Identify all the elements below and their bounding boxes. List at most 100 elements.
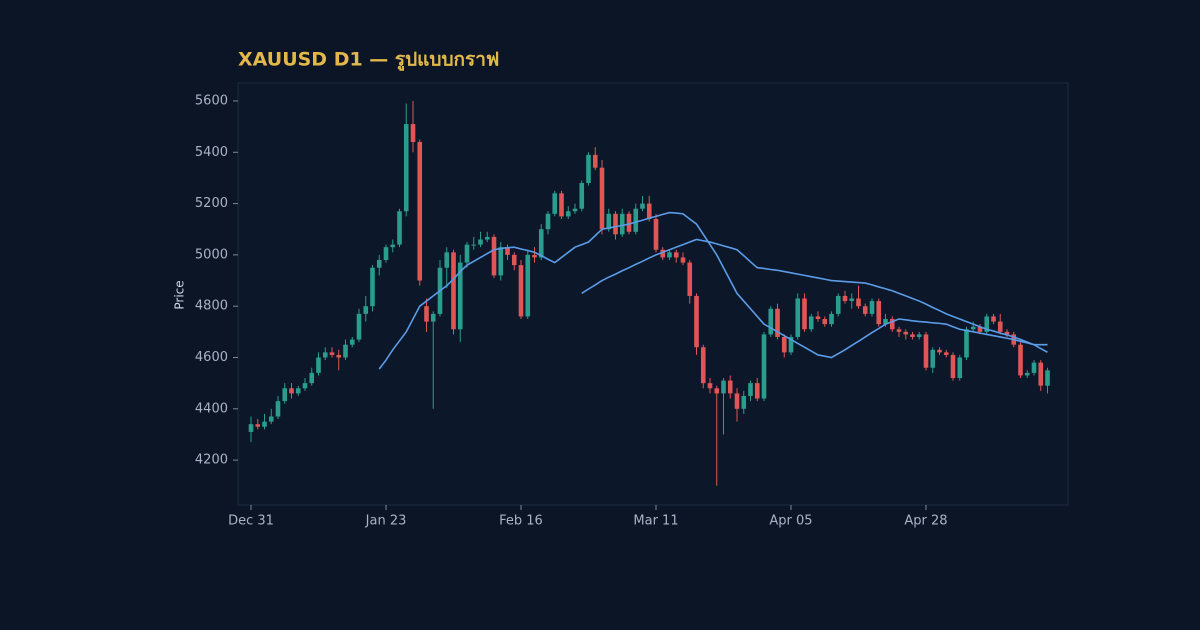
candle-body bbox=[397, 211, 402, 245]
candle-body bbox=[390, 244, 396, 248]
candle-body bbox=[457, 262, 463, 330]
candle-body bbox=[248, 424, 254, 432]
candle-body bbox=[903, 331, 909, 335]
candle-body bbox=[1024, 372, 1030, 376]
x-tick-label: Apr 05 bbox=[769, 514, 812, 529]
candle-body bbox=[376, 260, 382, 268]
y-tick-label: 5200 bbox=[195, 196, 228, 211]
candle-body bbox=[748, 383, 753, 396]
candle-body bbox=[842, 295, 848, 302]
candle-body bbox=[356, 313, 362, 340]
candle-body bbox=[309, 372, 315, 384]
candle-body bbox=[923, 334, 929, 368]
moving-average-line bbox=[581, 238, 1048, 354]
candle-body bbox=[950, 354, 956, 379]
y-tick-label: 4200 bbox=[195, 453, 228, 468]
candle-body bbox=[619, 213, 625, 235]
candle-body bbox=[997, 321, 1003, 332]
candle-body bbox=[788, 336, 794, 353]
candle-body bbox=[484, 236, 490, 240]
candle-body bbox=[363, 306, 369, 314]
candle-body bbox=[559, 193, 564, 217]
x-tick-label: Mar 11 bbox=[633, 514, 678, 529]
candle-body bbox=[849, 298, 855, 302]
candle-body bbox=[808, 316, 814, 330]
y-tick-label: 5600 bbox=[195, 93, 228, 108]
candle-body bbox=[322, 352, 328, 358]
candle-body bbox=[403, 124, 409, 212]
candle-body bbox=[802, 298, 807, 330]
candle-body bbox=[606, 213, 612, 230]
candle-body bbox=[417, 142, 423, 281]
candle-body bbox=[856, 298, 861, 307]
moving-average-line bbox=[378, 211, 1048, 370]
candle-body bbox=[444, 252, 450, 268]
candle-body bbox=[538, 229, 544, 258]
candle-body bbox=[970, 326, 976, 330]
candle-body bbox=[282, 388, 288, 402]
candle-body bbox=[383, 247, 389, 261]
candle-body bbox=[707, 383, 713, 389]
candle-body bbox=[822, 319, 828, 325]
candle-body bbox=[781, 336, 787, 353]
candle-body bbox=[1004, 331, 1010, 335]
y-tick-label: 5000 bbox=[195, 247, 228, 262]
candle-body bbox=[1018, 344, 1023, 376]
candle-body bbox=[957, 357, 963, 379]
candle-body bbox=[545, 213, 551, 230]
candle-body bbox=[289, 388, 294, 394]
candle-body bbox=[329, 352, 335, 355]
candle-body bbox=[775, 308, 780, 337]
candle-body bbox=[498, 247, 504, 276]
candle-body bbox=[694, 295, 699, 348]
candle-body bbox=[1045, 370, 1050, 386]
candle-body bbox=[451, 252, 456, 330]
candle-body bbox=[525, 254, 531, 317]
candle-body bbox=[552, 193, 558, 214]
candle-body bbox=[930, 349, 936, 368]
candle-body bbox=[505, 247, 510, 255]
candle-body bbox=[471, 244, 477, 246]
chart-title: XAUUSD D1 — รูปแบบกราฟ bbox=[238, 49, 499, 72]
candle-body bbox=[491, 236, 497, 276]
x-tick-label: Jan 23 bbox=[365, 514, 407, 529]
candle-body bbox=[734, 393, 740, 409]
candle-body bbox=[889, 319, 895, 330]
candle-body bbox=[687, 262, 693, 296]
candle-body bbox=[430, 313, 436, 322]
candle-body bbox=[592, 154, 598, 168]
candle-body bbox=[532, 254, 537, 258]
candle-body bbox=[795, 298, 801, 337]
candle-body bbox=[518, 265, 524, 317]
candle-body bbox=[478, 239, 483, 245]
candle-body bbox=[316, 357, 321, 373]
candle-body bbox=[916, 334, 922, 337]
candle-body bbox=[613, 213, 618, 235]
candle-body bbox=[700, 347, 706, 384]
candle-body bbox=[667, 252, 672, 258]
candle-body bbox=[370, 267, 375, 307]
candle-body bbox=[1038, 362, 1044, 386]
candle-body bbox=[862, 306, 868, 314]
candle-body bbox=[565, 211, 571, 217]
x-tick-label: Dec 31 bbox=[228, 514, 274, 529]
y-tick-label: 4800 bbox=[195, 299, 228, 314]
candle-body bbox=[626, 213, 632, 232]
candle-body bbox=[349, 339, 355, 345]
x-tick-label: Feb 16 bbox=[499, 514, 543, 529]
candle-body bbox=[640, 203, 645, 209]
candle-body bbox=[579, 183, 585, 209]
candle-body bbox=[586, 154, 591, 184]
candle-body bbox=[424, 306, 429, 322]
plot-area bbox=[237, 82, 1069, 506]
candle-body bbox=[761, 334, 767, 399]
y-tick-label: 4600 bbox=[195, 350, 228, 365]
candle-body bbox=[633, 208, 639, 232]
candle-body bbox=[937, 349, 942, 353]
candle-body bbox=[646, 203, 652, 219]
candle-body bbox=[295, 388, 301, 394]
candle-body bbox=[660, 249, 666, 258]
candle-body bbox=[869, 301, 875, 314]
candle-body bbox=[599, 167, 605, 230]
